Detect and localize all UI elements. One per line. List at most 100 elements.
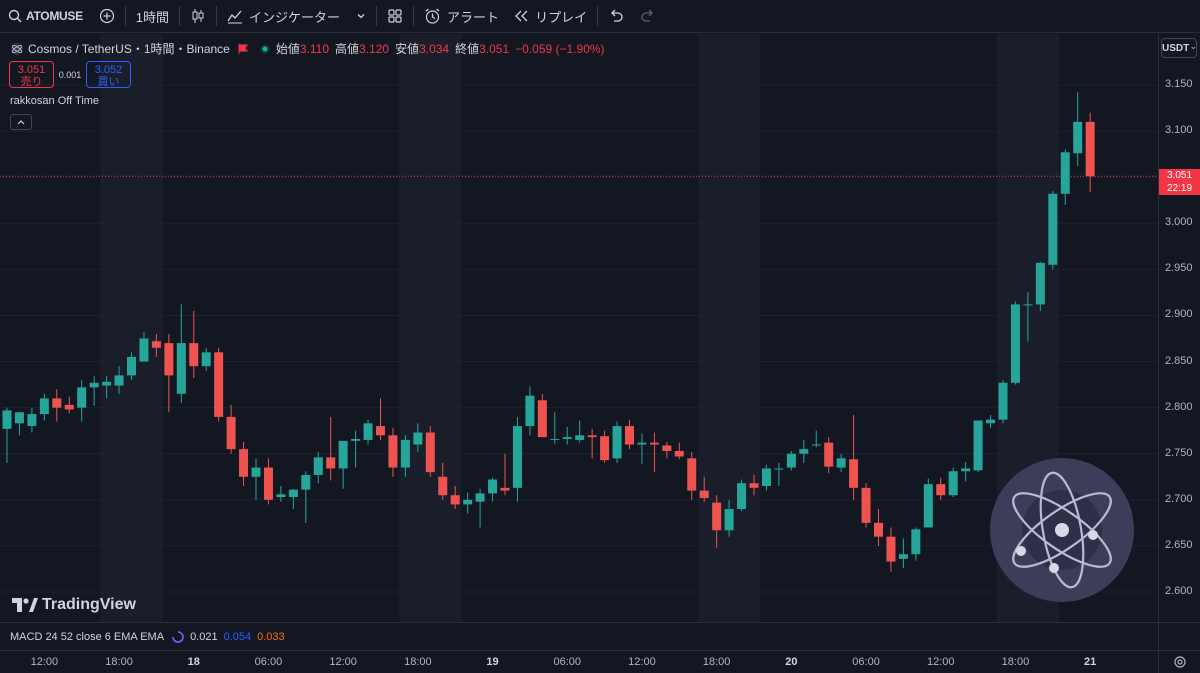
- candle[interactable]: [587, 428, 597, 459]
- candle[interactable]: [600, 430, 610, 463]
- candle[interactable]: [338, 440, 348, 489]
- candle[interactable]: [512, 416, 522, 502]
- candle[interactable]: [973, 420, 983, 473]
- candle[interactable]: [127, 352, 136, 380]
- candle[interactable]: [562, 426, 572, 445]
- candle[interactable]: [151, 333, 161, 357]
- candle[interactable]: [89, 376, 99, 406]
- candle[interactable]: [786, 450, 796, 471]
- candle[interactable]: [1085, 112, 1095, 192]
- candle[interactable]: [575, 420, 585, 443]
- candle[interactable]: [674, 442, 684, 460]
- candle[interactable]: [824, 437, 834, 474]
- candle[interactable]: [537, 393, 547, 438]
- candle[interactable]: [102, 376, 112, 399]
- candles[interactable]: [2, 92, 1095, 572]
- candle[interactable]: [861, 483, 871, 528]
- candle[interactable]: [114, 366, 124, 394]
- candle[interactable]: [52, 389, 62, 422]
- candle[interactable]: [625, 419, 634, 450]
- candle[interactable]: [550, 412, 560, 444]
- candle[interactable]: [363, 419, 373, 445]
- candle[interactable]: [874, 509, 883, 546]
- interval-button[interactable]: 1時間: [128, 0, 177, 33]
- price-axis[interactable]: 3.1503.1003.0503.0002.9502.9002.8502.800…: [1158, 34, 1200, 622]
- candle[interactable]: [214, 347, 224, 422]
- candle[interactable]: [761, 464, 771, 491]
- candle[interactable]: [164, 333, 174, 413]
- candlestick-chart[interactable]: [0, 34, 1158, 622]
- candle[interactable]: [276, 485, 286, 502]
- alert-button[interactable]: アラート: [416, 0, 507, 33]
- redo-button[interactable]: [632, 0, 664, 33]
- symbol-search[interactable]: ATOMUSE: [0, 0, 91, 33]
- candle[interactable]: [886, 527, 896, 572]
- candle[interactable]: [450, 485, 460, 510]
- candle[interactable]: [438, 462, 448, 500]
- chart-type-button[interactable]: [182, 0, 214, 33]
- candle[interactable]: [226, 404, 236, 454]
- candle[interactable]: [737, 479, 747, 511]
- candle[interactable]: [525, 386, 535, 436]
- chart-settings-button[interactable]: [1158, 650, 1200, 673]
- indicators-button[interactable]: インジケーター: [219, 0, 374, 33]
- candle[interactable]: [649, 432, 659, 473]
- candle[interactable]: [463, 492, 473, 514]
- candle[interactable]: [898, 538, 908, 569]
- candle[interactable]: [687, 451, 697, 500]
- compare-button[interactable]: [91, 0, 123, 33]
- candle[interactable]: [388, 427, 398, 477]
- candle[interactable]: [376, 398, 385, 440]
- candle[interactable]: [986, 415, 996, 428]
- candle[interactable]: [500, 453, 510, 496]
- candle[interactable]: [488, 477, 498, 502]
- candle[interactable]: [301, 471, 311, 523]
- candle[interactable]: [1048, 191, 1058, 270]
- candle[interactable]: [948, 467, 958, 498]
- candle[interactable]: [351, 430, 361, 468]
- candle[interactable]: [923, 478, 933, 528]
- candle[interactable]: [2, 407, 12, 463]
- currency-button[interactable]: USDT: [1161, 38, 1197, 58]
- candle[interactable]: [400, 435, 410, 477]
- candle[interactable]: [998, 379, 1008, 424]
- candle[interactable]: [27, 407, 37, 433]
- candle[interactable]: [189, 310, 199, 379]
- candle[interactable]: [39, 393, 49, 421]
- candle[interactable]: [77, 379, 87, 422]
- replay-button[interactable]: リプレイ: [507, 0, 595, 33]
- candle[interactable]: [1010, 301, 1020, 385]
- candle[interactable]: [139, 332, 149, 362]
- candle[interactable]: [637, 433, 647, 464]
- undo-button[interactable]: [600, 0, 632, 33]
- candle[interactable]: [836, 453, 846, 473]
- candle[interactable]: [811, 430, 821, 448]
- candle[interactable]: [263, 458, 273, 505]
- time-axis[interactable]: 12:00 18:00 18 06:00 12:00 18:00 19 06:00 12:00 1…: [0, 650, 1158, 673]
- candle[interactable]: [288, 488, 298, 510]
- candle[interactable]: [749, 474, 759, 496]
- layout-button[interactable]: [379, 0, 411, 33]
- candle[interactable]: [612, 421, 622, 463]
- candle[interactable]: [724, 499, 734, 537]
- candle[interactable]: [774, 462, 784, 486]
- candle[interactable]: [911, 527, 921, 561]
- candle[interactable]: [413, 423, 423, 452]
- legend-title[interactable]: Cosmos / TetherUS・1時間・Binance: [28, 42, 230, 56]
- candle[interactable]: [64, 396, 74, 414]
- candle[interactable]: [313, 451, 323, 484]
- flag-icon[interactable]: [238, 43, 248, 54]
- candle[interactable]: [1060, 149, 1070, 205]
- candle[interactable]: [425, 426, 435, 477]
- candle[interactable]: [1073, 92, 1083, 167]
- candle[interactable]: [662, 441, 672, 459]
- indicator-legend[interactable]: rakkosan Off Time: [10, 95, 100, 107]
- candle[interactable]: [961, 462, 971, 482]
- candle[interactable]: [475, 488, 485, 528]
- macd-label[interactable]: MACD 24 52 close 6 EMA EMA: [10, 630, 165, 643]
- candle[interactable]: [849, 415, 859, 500]
- candle[interactable]: [326, 416, 336, 481]
- chart-pane[interactable]: [0, 34, 1158, 622]
- candle[interactable]: [1023, 292, 1033, 342]
- sell-button[interactable]: 3.051 売り: [9, 61, 54, 88]
